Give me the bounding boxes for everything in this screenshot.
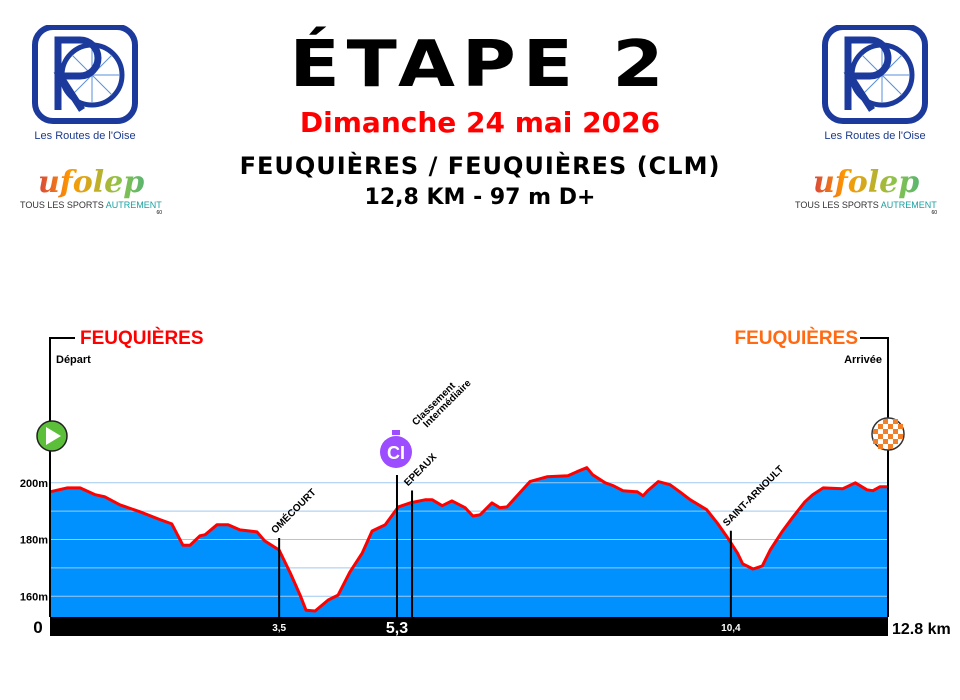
checkered-square <box>893 439 898 444</box>
y-tick-label: 180m <box>20 535 48 547</box>
start-label: Départ <box>56 354 91 366</box>
checkered-square <box>878 434 883 439</box>
y-tick-label: 200m <box>20 478 48 490</box>
club-logo-right: Les Routes de l'Oise <box>810 24 940 142</box>
ufolep-tag-a: TOUS LES SPORTS <box>20 200 104 210</box>
ufolep-logo-right: ufolep TOUS LES SPORTS AUTREMENT 60 <box>795 165 945 216</box>
ufolep-name: ufolep <box>20 165 170 200</box>
checkered-square <box>888 424 893 429</box>
checkered-square <box>898 434 903 439</box>
checkered-square <box>878 444 883 449</box>
stage-title: ÉTAPE 2 <box>289 28 671 102</box>
y-tick-label: 160m <box>20 591 48 603</box>
marker-km-label: 3,5 <box>272 623 286 634</box>
rd-wheel-icon <box>822 24 928 124</box>
checkered-square <box>893 429 898 434</box>
stage-distance: 12,8 KM - 97 m D+ <box>364 185 596 210</box>
marker-km-label: 10,4 <box>721 623 741 634</box>
checkered-square <box>873 439 878 444</box>
checkered-square <box>883 419 888 424</box>
x-start-label: 0 <box>33 618 42 637</box>
ufolep-tag-b: AUTREMENT <box>105 200 162 210</box>
frame-left <box>49 337 75 617</box>
finish-label: Arrivée <box>844 354 882 366</box>
rd-wheel-icon <box>32 24 138 124</box>
checkered-square <box>888 434 893 439</box>
ufolep-tag-b: AUTREMENT <box>880 200 937 210</box>
checkered-square <box>893 419 898 424</box>
frame-right <box>860 337 889 617</box>
elevation-line <box>49 466 888 613</box>
checkered-square <box>873 429 878 434</box>
stage-date: Dimanche 24 mai 2026 <box>299 106 661 139</box>
checkered-square <box>898 424 903 429</box>
checkered-square <box>878 424 883 429</box>
ci-badge-text: CI <box>387 443 405 463</box>
club-logo-left: Les Routes de l'Oise <box>20 24 150 142</box>
ufolep-code: 60 <box>931 210 937 216</box>
elevation-area <box>50 467 888 617</box>
ufolep-tag-a: TOUS LES SPORTS <box>795 200 879 210</box>
checkered-square <box>883 439 888 444</box>
place-label: SAINT-ARNOULT <box>721 464 786 529</box>
finish-name: FEUQUIÈRES <box>734 328 858 349</box>
club-caption: Les Routes de l'Oise <box>34 130 136 142</box>
ufolep-name: ufolep <box>795 165 945 200</box>
ufolep-code: 60 <box>156 210 162 216</box>
stage-route: FEUQUIÈRES / FEUQUIÈRES (CLM) <box>239 152 721 180</box>
checkered-square <box>883 429 888 434</box>
ufolep-logo-left: ufolep TOUS LES SPORTS AUTREMENT 60 <box>20 165 170 216</box>
club-caption: Les Routes de l'Oise <box>824 130 926 142</box>
stopwatch-icon <box>379 436 412 468</box>
play-icon <box>46 427 61 445</box>
start-name: FEUQUIÈRES <box>80 328 204 349</box>
stopwatch-icon-crown <box>391 430 400 435</box>
distance-bar <box>50 617 888 636</box>
marker-km-label: 5,3 <box>386 620 408 637</box>
x-end-label: 12.8 km <box>892 621 951 638</box>
checkered-square <box>888 444 893 449</box>
